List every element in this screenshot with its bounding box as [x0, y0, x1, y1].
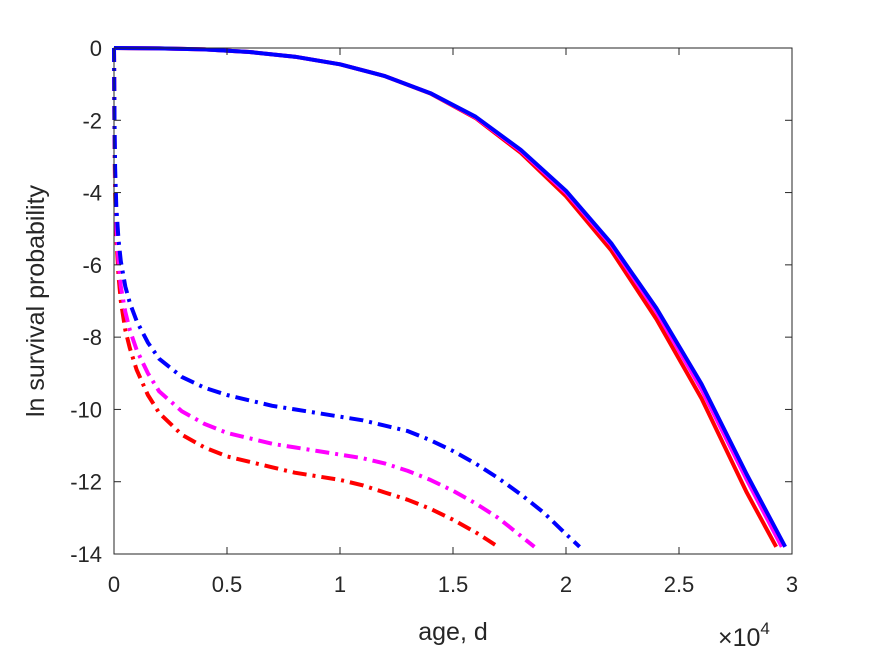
ticks-layer: 0 0.5 1 1.5 2 2.5 3 0 -2 -4 -6 -8 -10 -12 -14: [70, 36, 798, 597]
y-tick-label: -14: [70, 542, 102, 567]
y-tick-label: -12: [70, 470, 102, 495]
x-tick-label: 2: [560, 572, 572, 597]
x-tick-label: 3: [786, 572, 798, 597]
x-tick-label: 0: [108, 572, 120, 597]
x-tick-label: 0.5: [212, 572, 243, 597]
y-tick-label: -2: [82, 108, 102, 133]
x-tick-label: 1.5: [438, 572, 469, 597]
dashdot-series-line-1: [112, 47, 536, 549]
x-axis-label: age, d: [418, 618, 488, 646]
y-tick-label: -8: [82, 325, 102, 350]
y-tick-label: -6: [82, 253, 102, 278]
y-tick-label: -4: [82, 181, 102, 206]
dashdot-series-line-2: [112, 47, 581, 549]
y-tick-label: 0: [90, 36, 102, 61]
x-tick-label: 2.5: [664, 572, 695, 597]
x-multiplier-exponent: 4: [760, 619, 769, 638]
x-tick-label: 1: [334, 572, 346, 597]
x-multiplier-label: ×104: [718, 619, 770, 652]
y-tick-label: -10: [70, 397, 102, 422]
plot-area: [114, 48, 792, 554]
x-multiplier-base: ×10: [718, 624, 760, 652]
y-axis-label: ln survival probability: [22, 184, 50, 417]
